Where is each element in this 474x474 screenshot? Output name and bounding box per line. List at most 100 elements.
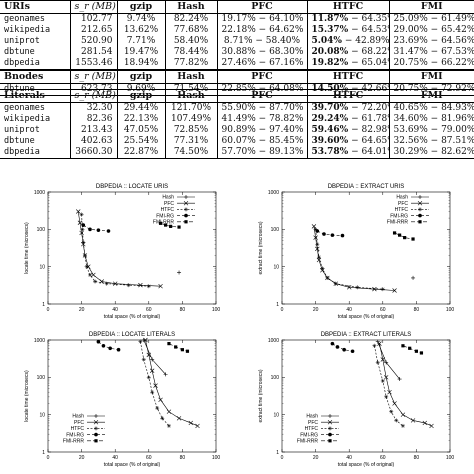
- series-line: [143, 339, 166, 375]
- htfc-range-end: − 64.01%: [351, 147, 389, 157]
- series-fmi-rrr: [392, 231, 415, 241]
- htfc-header: HTFC: [306, 0, 389, 14]
- size-header: s_r (MB): [69, 70, 117, 84]
- x-tick-label: 40: [112, 455, 118, 461]
- x-tick-label: 60: [146, 307, 152, 313]
- dot-marker: [330, 233, 335, 237]
- legend-label: HTFC: [305, 426, 319, 432]
- size-cell: 1553.46: [69, 58, 117, 70]
- fmi-cell: 32.56% − 87.51%: [388, 136, 474, 147]
- htfc-best-value: 39.70%: [311, 103, 349, 113]
- htfc-range-end: − 61.78%: [351, 114, 389, 124]
- star-marker: [355, 285, 360, 290]
- table-row: dbtune 402.63 25.54% 77.31% 60.07% − 85.45% 3…: [0, 136, 474, 147]
- fmi-header: FMI: [388, 89, 474, 103]
- dot-marker: [116, 347, 121, 352]
- star-marker: [79, 212, 84, 217]
- htfc-best-value: 19.82%: [311, 58, 349, 68]
- x-marker: [77, 220, 83, 225]
- table-row: dbpedia 1553.46 18.94% 77.82% 27.46% − 67.16…: [0, 58, 474, 70]
- series-line: [81, 214, 149, 287]
- y-tick-label: 1: [42, 450, 45, 456]
- legend-label: FMI-RG: [66, 432, 84, 438]
- fmi-cell: 29.00% − 65.42%: [388, 25, 474, 36]
- square-marker: [158, 221, 163, 225]
- series-line: [374, 345, 404, 427]
- gzip-header: gzip: [116, 0, 165, 14]
- dot-marker: [81, 223, 86, 227]
- x-marker: [176, 416, 182, 421]
- dataset-name: dbtune: [4, 47, 35, 57]
- pfc-cell: 60.07% − 85.45%: [216, 136, 307, 147]
- htfc-range-end: − 68.22%: [351, 47, 389, 57]
- x-tick-label: 0: [47, 307, 50, 313]
- size-cell: 212.65: [69, 25, 117, 36]
- x-tick-label: 20: [313, 455, 319, 461]
- size-cell: 402.63: [69, 136, 117, 147]
- plus-marker: [418, 195, 422, 199]
- htfc-best-value: 53.78%: [311, 147, 349, 157]
- gzip-cell: 47.05%: [116, 125, 165, 136]
- htfc-cell: 5.04% − 42.89%: [306, 36, 389, 47]
- x-axis-label: total space (% of original): [338, 462, 395, 468]
- star-marker: [94, 426, 98, 431]
- table-row: dbpedia 3660.30 22.87% 74.50% 57.70% − 89.13…: [0, 147, 474, 159]
- hash-cell: 121.70%: [164, 102, 217, 114]
- star-marker: [320, 266, 325, 271]
- x-tick-label: 20: [79, 307, 85, 313]
- hash-header: Hash: [164, 70, 217, 84]
- x-axis-label: total space (% of original): [338, 314, 395, 320]
- y-tick-label: 100: [271, 227, 280, 233]
- star-marker: [104, 281, 109, 286]
- square-marker: [411, 237, 415, 241]
- series-line: [160, 223, 180, 228]
- gzip-cell: 9.74%: [116, 13, 165, 25]
- x-tick-label: 60: [146, 455, 152, 461]
- dot-marker: [330, 341, 335, 346]
- dot-marker: [328, 432, 332, 437]
- x-marker: [313, 235, 318, 240]
- star-marker: [394, 418, 399, 423]
- htfc-range-end: − 64.65%: [351, 136, 389, 146]
- star-marker: [313, 227, 318, 232]
- section-label: Bnodes: [0, 70, 70, 84]
- plus-marker: [94, 414, 98, 418]
- dataset-name: uniprot: [4, 36, 40, 46]
- gzip-cell: 22.87%: [116, 147, 165, 159]
- x-tick-label: 100: [212, 307, 221, 313]
- htfc-cell: 39.60% − 64.65%: [306, 136, 389, 147]
- legend-label: FMI-RRR: [387, 220, 408, 226]
- legend-label: FMI-RG: [390, 213, 408, 219]
- gzip-cell: 29.44%: [116, 102, 165, 114]
- fmi-cell: 34.60% − 81.96%: [388, 114, 474, 125]
- hash-cell: 77.31%: [164, 136, 217, 147]
- square-marker: [94, 439, 98, 443]
- htfc-best-value: 20.08%: [311, 47, 349, 57]
- star-marker: [126, 283, 131, 288]
- star-marker: [418, 207, 422, 212]
- square-marker: [401, 344, 405, 348]
- fmi-cell: 40.65% − 84.93%: [388, 102, 474, 114]
- star-marker: [141, 357, 146, 362]
- y-tick-label: 100: [271, 375, 280, 381]
- plus-marker: [163, 372, 168, 377]
- htfc-range-end: − 82.98%: [351, 125, 389, 135]
- square-marker: [167, 342, 171, 346]
- plot-frame: [47, 339, 217, 453]
- table-row: geonames 102.77 9.74% 82.24% 19.17% − 64.10%…: [0, 13, 474, 25]
- x-tick-label: 100: [446, 307, 455, 313]
- table-header: Bnodes s_r (MB) gzip Hash PFC HTFC FMI: [0, 70, 474, 84]
- y-tick-label: 1: [276, 302, 279, 308]
- x-marker: [383, 375, 389, 380]
- htfc-range-end: − 42.89%: [341, 36, 389, 46]
- htfc-best-value: 59.46%: [311, 125, 349, 135]
- square-marker: [328, 439, 332, 443]
- x-marker: [183, 200, 189, 206]
- plus-marker: [177, 270, 182, 275]
- pfc-cell: 27.46% − 67.16%: [216, 58, 307, 70]
- series-line: [332, 343, 353, 352]
- legend-label: PFC: [164, 201, 174, 207]
- x-marker: [158, 283, 163, 289]
